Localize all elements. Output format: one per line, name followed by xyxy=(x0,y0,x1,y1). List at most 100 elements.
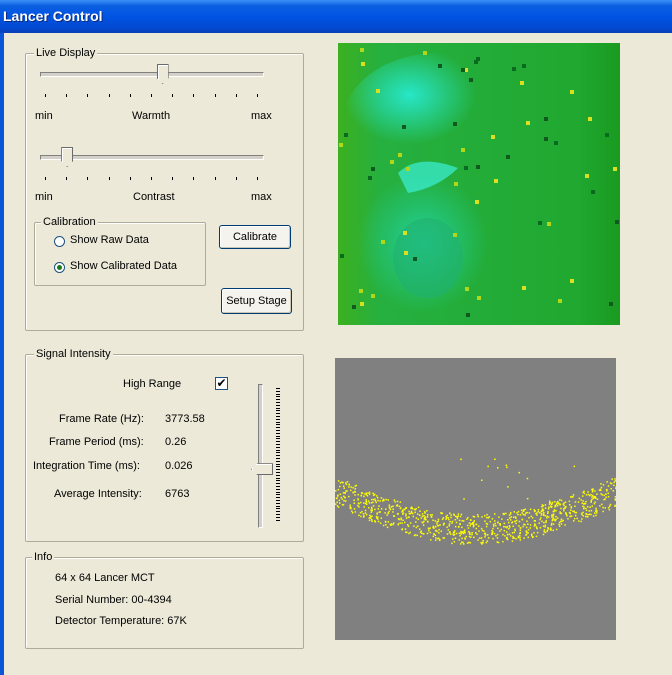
scatter-point xyxy=(519,527,522,529)
show-calibrated-data-radio[interactable] xyxy=(54,262,65,273)
scatter-point xyxy=(565,513,568,516)
scatter-point xyxy=(453,541,456,543)
scatter-point xyxy=(492,531,494,533)
scatter-point xyxy=(351,510,353,512)
scatter-point xyxy=(401,528,404,530)
scatter-point xyxy=(472,522,474,524)
show-raw-data-radio[interactable] xyxy=(54,236,65,247)
scatter-point xyxy=(462,532,465,535)
scatter-point xyxy=(362,516,365,518)
signal-slider-track[interactable] xyxy=(258,384,263,528)
scatter-point xyxy=(468,532,471,534)
scatter-point xyxy=(551,514,553,516)
scatter-point xyxy=(344,496,346,499)
scatter-point xyxy=(545,521,547,524)
scatter-point xyxy=(371,518,373,521)
scatter-point xyxy=(455,515,457,518)
scatter-point xyxy=(600,486,603,489)
scatter-point xyxy=(542,533,545,536)
scatter-point xyxy=(602,510,604,513)
scatter-point xyxy=(563,502,565,504)
scatter-point xyxy=(418,528,421,530)
signal-slider-tick xyxy=(276,393,280,395)
scatter-point xyxy=(600,493,602,495)
scatter-point xyxy=(384,512,386,514)
scatter-point xyxy=(377,499,379,502)
signal-slider-tick xyxy=(276,421,280,423)
scatter-point xyxy=(460,530,462,533)
scatter-point xyxy=(505,537,508,540)
scatter-point xyxy=(463,543,465,545)
scatter-point xyxy=(543,521,545,524)
scatter-point xyxy=(526,511,528,514)
setup-stage-button[interactable]: Setup Stage xyxy=(221,288,292,314)
signal-slider-tick xyxy=(276,418,280,420)
scatter-point xyxy=(480,542,482,544)
scatter-point xyxy=(431,514,433,516)
scatter-point xyxy=(350,486,352,488)
show-calibrated-data-label[interactable]: Show Calibrated Data xyxy=(70,260,178,272)
scatter-point xyxy=(393,522,395,524)
scatter-point xyxy=(614,496,616,498)
scatter-point xyxy=(558,525,561,527)
scatter-point xyxy=(555,515,557,518)
scatter-point xyxy=(425,519,427,521)
thermal-speck xyxy=(522,286,526,290)
scatter-point xyxy=(422,524,425,526)
signal-slider-thumb[interactable] xyxy=(251,463,273,476)
scatter-point xyxy=(392,508,394,510)
scatter-point xyxy=(414,509,416,511)
scatter-point xyxy=(582,511,584,514)
scatter-point xyxy=(339,502,341,504)
thermal-speck xyxy=(588,117,592,121)
scatter-point xyxy=(374,508,376,511)
calibrate-button[interactable]: Calibrate xyxy=(219,225,291,249)
high-range-checkbox[interactable]: ✔ xyxy=(215,376,228,390)
contrast-slider-thumb[interactable] xyxy=(61,147,74,167)
scatter-point xyxy=(516,519,518,522)
scatter-point xyxy=(614,498,616,500)
scatter-point xyxy=(608,508,611,511)
thermal-image xyxy=(338,43,620,325)
title-bar[interactable]: Lancer Control xyxy=(0,0,672,33)
scatter-point xyxy=(560,499,563,502)
signal-slider-tick xyxy=(276,402,280,403)
scatter-point xyxy=(605,496,607,498)
scatter-point xyxy=(454,537,457,539)
scatter-point xyxy=(373,493,376,496)
scatter-point xyxy=(582,500,584,502)
scatter-point xyxy=(615,487,616,490)
scatter-point xyxy=(504,526,507,528)
scatter-point xyxy=(514,516,517,518)
scatter-point xyxy=(405,507,408,509)
warmth-slider-track[interactable] xyxy=(40,72,264,77)
warmth-slider-thumb[interactable] xyxy=(156,64,169,84)
scatter-point xyxy=(448,525,450,527)
scatter-point xyxy=(423,511,426,513)
scatter-point xyxy=(604,507,606,509)
scatter-point xyxy=(582,491,584,494)
scatter-point xyxy=(506,538,509,541)
scatter-point xyxy=(547,511,549,513)
scatter-point xyxy=(540,514,543,516)
scatter-point xyxy=(607,485,610,487)
scatter-point xyxy=(362,513,365,515)
scatter-point xyxy=(610,488,612,490)
scatter-point xyxy=(437,537,439,540)
scatter-point xyxy=(590,500,592,502)
contrast-slider-track[interactable] xyxy=(40,155,264,160)
thermal-speck xyxy=(469,78,473,82)
scatter-point xyxy=(411,507,413,510)
scatter-point xyxy=(442,524,445,526)
scatter-point xyxy=(421,513,424,515)
thermal-specks xyxy=(339,48,619,317)
show-raw-data-label[interactable]: Show Raw Data xyxy=(70,234,149,246)
scatter-point xyxy=(573,520,575,522)
scatter-point xyxy=(546,515,548,517)
scatter-point xyxy=(451,520,454,523)
scatter-point xyxy=(365,513,368,516)
thermal-speck xyxy=(520,81,524,85)
scatter-point xyxy=(428,529,430,532)
scatter-point xyxy=(564,507,567,509)
scatter-point xyxy=(587,506,589,508)
